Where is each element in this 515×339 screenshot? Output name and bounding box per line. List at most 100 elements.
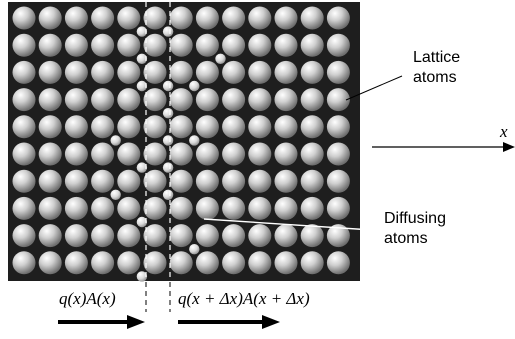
diffusing-atom [136, 216, 148, 228]
lattice-atom [222, 60, 246, 84]
lattice-atom [38, 169, 62, 193]
lattice-atom [326, 224, 350, 248]
lattice-atom [143, 142, 167, 166]
lattice-atom [222, 142, 246, 166]
lattice-atom [91, 6, 115, 30]
lattice-atom [274, 142, 298, 166]
diffusing-atom [136, 80, 148, 92]
lattice-atom [91, 60, 115, 84]
lattice-atom [248, 142, 272, 166]
diffusing-atom [215, 53, 226, 64]
diffusing-atom [162, 80, 174, 92]
lattice-atom [248, 169, 272, 193]
lattice-atom [143, 224, 167, 248]
lattice-atom [326, 251, 350, 275]
lattice-atom [117, 88, 141, 112]
lattice-atom [12, 142, 36, 166]
lattice-atom [300, 224, 324, 248]
lattice-atom [248, 88, 272, 112]
lattice-atom [248, 251, 272, 275]
diffusing-atoms-label-line2: atoms [384, 230, 428, 247]
lattice-atom [222, 115, 246, 139]
lattice-atom [117, 196, 141, 220]
lattice-atom [91, 169, 115, 193]
lattice-atom [143, 251, 167, 275]
lattice-atom [222, 169, 246, 193]
lattice-atom [169, 88, 193, 112]
lattice-atom [195, 115, 219, 139]
lattice-atom [169, 33, 193, 57]
lattice-atom [12, 196, 36, 220]
lattice-atom [326, 60, 350, 84]
lattice-atom [274, 169, 298, 193]
lattice-atom [195, 6, 219, 30]
lattice-atom [38, 6, 62, 30]
diffusing-atom [189, 244, 200, 255]
diffusing-atom [162, 26, 174, 37]
lattice-atom [274, 33, 298, 57]
lattice-atom [248, 196, 272, 220]
diffusing-atoms-label-line1: Diffusing [384, 210, 446, 227]
lattice-atom [169, 6, 193, 30]
diffusing-atom [162, 135, 174, 146]
lattice-atom [12, 60, 36, 84]
lattice-atom [12, 169, 36, 193]
lattice-atom [143, 169, 167, 193]
lattice-atom [300, 169, 324, 193]
lattice-atom [274, 88, 298, 112]
lattice-atom [195, 251, 219, 275]
diffusing-atom [136, 26, 148, 37]
lattice-atom [274, 251, 298, 275]
lattice-atoms [12, 6, 350, 275]
lattice-atom [248, 60, 272, 84]
lattice-atom [326, 169, 350, 193]
lattice-atom [169, 60, 193, 84]
lattice-atom [195, 88, 219, 112]
lattice-atom [169, 196, 193, 220]
lattice-atom [248, 33, 272, 57]
lattice-atom [222, 88, 246, 112]
lattice-atom [169, 169, 193, 193]
lattice-atom [195, 169, 219, 193]
lattice-atom [64, 224, 88, 248]
lattice-atom [169, 224, 193, 248]
lattice-atom [248, 115, 272, 139]
lattice-atom [143, 33, 167, 57]
lattice-atom [326, 196, 350, 220]
lattice-atom [169, 142, 193, 166]
diffusing-atom [110, 189, 121, 200]
lattice-atom [300, 6, 324, 30]
lattice-atom [326, 6, 350, 30]
lattice-atom [195, 33, 219, 57]
diffusing-atom [162, 162, 174, 173]
lattice-atom [143, 115, 167, 139]
lattice-atom [300, 60, 324, 84]
lattice-atom [64, 33, 88, 57]
lattice-atom [300, 33, 324, 57]
lattice-atom [91, 224, 115, 248]
lattice-atom [38, 33, 62, 57]
lattice-atom [326, 33, 350, 57]
lattice-atom [222, 224, 246, 248]
lattice-atoms-label-line1: Lattice [413, 49, 460, 66]
lattice-atom [64, 115, 88, 139]
lattice-atom [248, 6, 272, 30]
diffusing-atom [110, 135, 121, 146]
lattice-atom [117, 6, 141, 30]
lattice-atom [326, 142, 350, 166]
lattice-atom [195, 196, 219, 220]
lattice-atom [300, 251, 324, 275]
lattice-atom [169, 251, 193, 275]
flux-in-arrow-head [127, 315, 145, 329]
lattice-atom [12, 6, 36, 30]
lattice-atom [38, 88, 62, 112]
lattice-atom [91, 196, 115, 220]
lattice-atom [64, 251, 88, 275]
lattice-atoms-label-line2: atoms [413, 69, 457, 86]
lattice-atom [169, 115, 193, 139]
lattice-atom [117, 142, 141, 166]
lattice-atom [91, 88, 115, 112]
lattice-pointer-line [345, 75, 403, 101]
lattice-atom [300, 115, 324, 139]
lattice-atom [64, 60, 88, 84]
